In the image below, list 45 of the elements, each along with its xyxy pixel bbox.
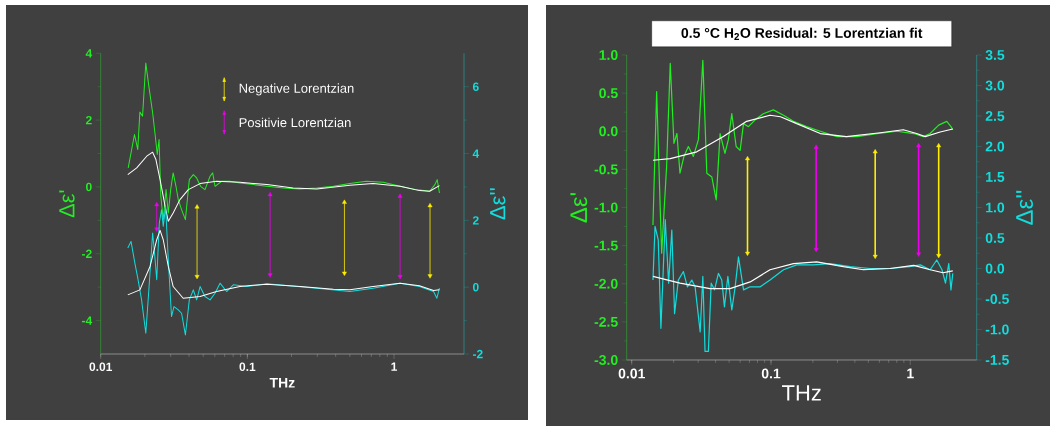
- y2-tick-label: -1.0: [985, 324, 1009, 335]
- x-axis-title: THz: [269, 377, 295, 388]
- y2-tick-label: -1.5: [985, 355, 1009, 365]
- y-axis-title: Δε': [59, 190, 75, 218]
- y-tick-label: 0.0: [599, 126, 618, 137]
- y2-tick-label: 2: [472, 216, 479, 225]
- y-tick-label: -0.5: [594, 164, 618, 175]
- x-axis-title: THz: [782, 385, 821, 401]
- y2-tick-label: 6: [472, 82, 479, 91]
- x-tick-label: 0.1: [761, 368, 781, 379]
- y2-axis-title: Δε'': [1016, 190, 1033, 225]
- x-tick-label: 1: [391, 362, 398, 371]
- y-tick-label: -4: [82, 316, 93, 325]
- y-tick-label: 0: [85, 182, 92, 192]
- y-tick-label: -2.5: [594, 316, 618, 327]
- y-tick-label: 0.5: [599, 88, 618, 99]
- y2-tick-label: -2: [472, 349, 483, 359]
- y-tick-label: -3.0: [594, 355, 618, 365]
- legend-label: Negative Lorentzian: [239, 83, 354, 96]
- y-tick-label: -2: [82, 249, 92, 258]
- x-tick-label: 0.01: [618, 368, 645, 379]
- y-tick-label: 4: [85, 49, 93, 58]
- y2-tick-label: 0.0: [985, 263, 1005, 274]
- y-tick-label: 2: [85, 115, 92, 125]
- y-tick-label: -1.5: [594, 240, 618, 251]
- y2-tick-label: 2.0: [985, 141, 1005, 152]
- x-tick-label: 0.01: [89, 362, 113, 372]
- y2-tick-label: 0.5: [985, 233, 1005, 243]
- chart-title: 0.5 °C H$_{2}$O Residual: 5 Lorentzian fit: [681, 27, 923, 40]
- y2-tick-label: 3.5: [985, 50, 1005, 60]
- y2-tick-label: 1.5: [986, 172, 1005, 182]
- y2-tick-label: -0.5: [985, 294, 1009, 304]
- y-axis-title: Δε': [570, 193, 588, 223]
- y2-tick-label: 0: [472, 282, 479, 292]
- legend-label: Positivie Lorentzian: [239, 117, 351, 128]
- y-tick-label: 1.0: [599, 50, 618, 60]
- y2-tick-label: 2.5: [985, 111, 1005, 121]
- y-tick-label: -2.0: [594, 278, 618, 289]
- y-tick-label: -1.0: [594, 202, 618, 213]
- y2-tick-label: 3.0: [985, 80, 1005, 91]
- y2-tick-label: 4: [472, 149, 480, 158]
- x-tick-label: 1: [907, 368, 914, 379]
- y2-tick-label: 1.0: [986, 202, 1005, 213]
- y2-axis-title: Δε'': [490, 188, 506, 220]
- x-tick-label: 0.1: [239, 362, 256, 372]
